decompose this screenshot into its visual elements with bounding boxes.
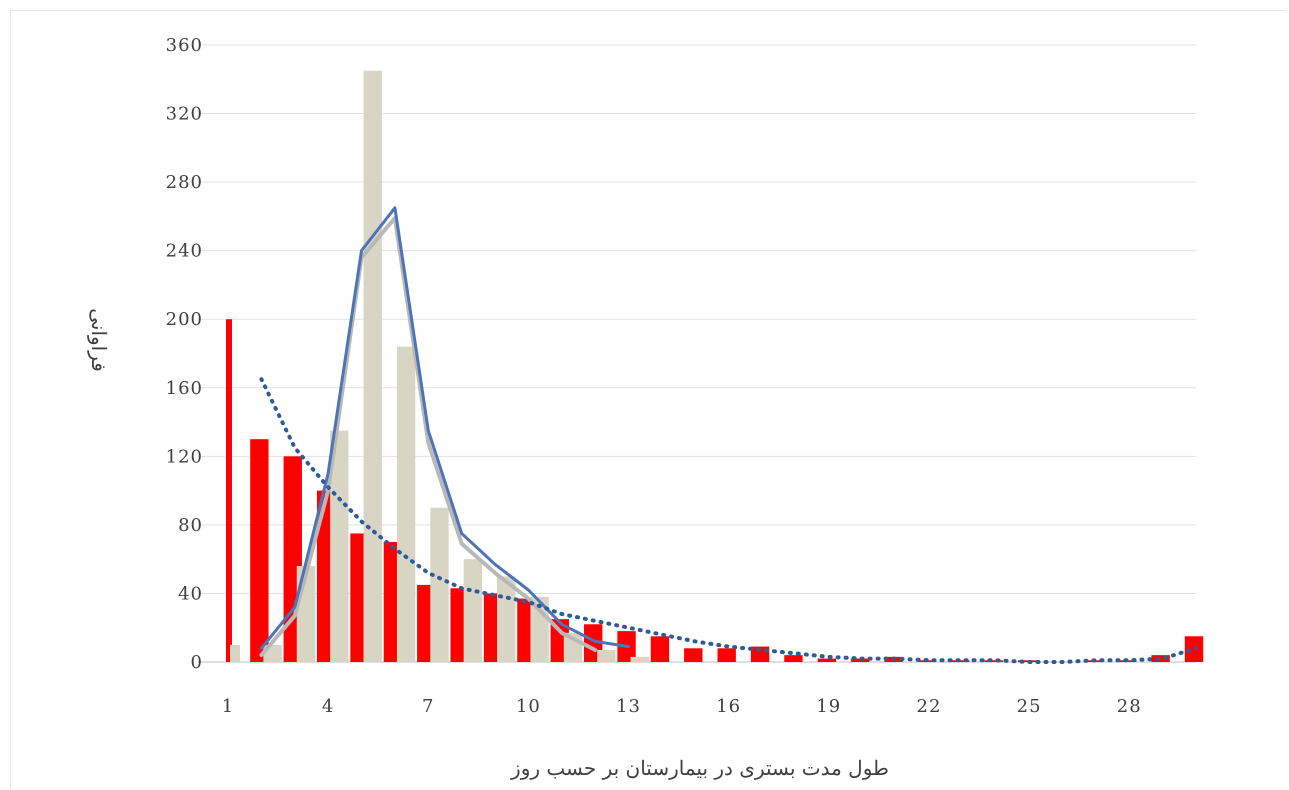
y-tick-label: 280 — [166, 172, 203, 193]
bar-beige — [463, 559, 483, 662]
bar-red — [1017, 660, 1037, 662]
y-tick-label: 360 — [166, 35, 203, 56]
x-tick-label: 7 — [422, 696, 434, 717]
bar-red — [684, 648, 703, 662]
y-tick-label: 40 — [178, 583, 203, 604]
y-tick-label: 240 — [166, 241, 203, 262]
bar-beige — [430, 507, 449, 662]
x-tick-label: 19 — [816, 696, 841, 717]
bar-beige — [630, 656, 649, 662]
x-tick-label: 10 — [516, 696, 541, 717]
bar-red — [1184, 636, 1204, 662]
bar-red — [851, 658, 870, 662]
bar-red — [650, 636, 670, 662]
lines — [259, 206, 1198, 664]
bar-beige — [363, 70, 382, 663]
fit-line-grey — [259, 216, 598, 658]
bar-red — [984, 660, 1003, 662]
x-tick-label: 1 — [222, 696, 234, 717]
y-tick-label: 200 — [166, 309, 203, 330]
x-tick-labels: 1 4 7 10 13 16 19 22 25 28 — [222, 696, 1142, 717]
y-tick-label: 120 — [166, 446, 203, 467]
bar-beige — [597, 650, 616, 662]
bar-beige — [396, 346, 416, 662]
x-tick-label: 28 — [1117, 696, 1142, 717]
y-tick-label: 160 — [166, 378, 203, 399]
bar-red — [784, 655, 803, 662]
x-axis-title: طول مدت بستری در بیمارستان بر حسب روز — [510, 756, 889, 780]
bar-beige — [497, 576, 516, 662]
bar-beige — [330, 430, 349, 662]
y-axis-title: فراوانی — [87, 308, 111, 372]
x-tick-label: 4 — [322, 696, 334, 717]
y-tick-labels: 0 40 80 120 160 200 240 280 320 360 — [166, 35, 203, 673]
x-tick-label: 25 — [1017, 696, 1042, 717]
x-tick-label: 16 — [716, 696, 741, 717]
bar-red — [1151, 655, 1170, 662]
bar-red — [817, 658, 837, 662]
bar-beige — [230, 644, 240, 662]
x-tick-label: 22 — [917, 696, 942, 717]
bars — [226, 70, 1204, 663]
bar-red — [226, 319, 232, 662]
x-tick-label: 13 — [616, 696, 641, 717]
y-tick-label: 80 — [178, 515, 203, 536]
bar-red — [250, 439, 269, 662]
y-tick-label: 320 — [166, 104, 203, 125]
fit-line-blue — [259, 206, 631, 650]
bar-red — [717, 648, 736, 662]
chart-frame — [10, 10, 1286, 788]
y-tick-label: 0 — [191, 652, 203, 673]
trend-line-dotted — [259, 377, 1198, 664]
